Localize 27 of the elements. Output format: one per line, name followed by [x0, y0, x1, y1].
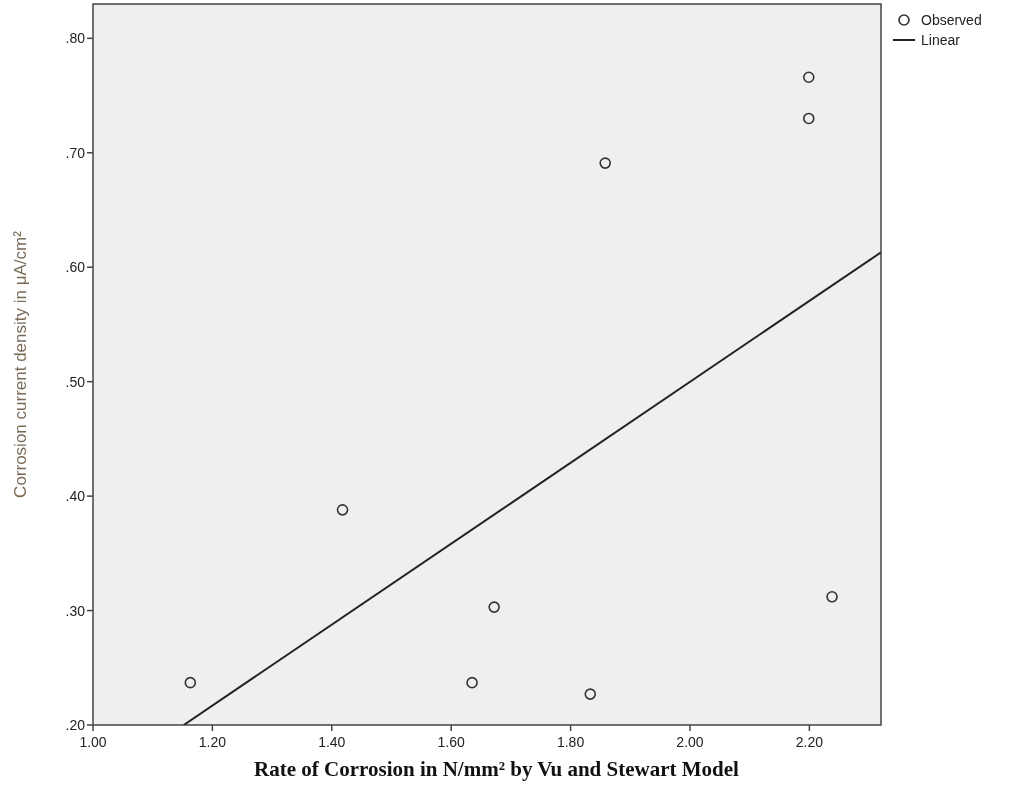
x-tick-label: 1.00 — [79, 734, 107, 750]
x-tick-label: 2.20 — [795, 734, 824, 750]
y-tick-label: .40 — [65, 488, 86, 505]
x-tick-label: 1.60 — [437, 734, 466, 750]
legend-label: Observed — [921, 12, 982, 28]
y-tick-label: .50 — [65, 373, 86, 390]
y-tick-label: .80 — [65, 30, 86, 47]
y-tick-label: .70 — [65, 144, 86, 161]
y-axis-title: Corrosion current density in μA/cm² — [11, 230, 30, 498]
point — [599, 157, 611, 169]
x-tick-label: 1.20 — [198, 734, 227, 750]
point — [466, 676, 478, 689]
y-tick-label: .60 — [65, 259, 86, 276]
y-tick-label: .30 — [65, 602, 86, 619]
x-tick-label: 2.00 — [676, 734, 704, 750]
x-tick-label: 1.80 — [556, 734, 585, 750]
x-axis-title: Rate of Corrosion in N/mm² by Vu and Stewart Model — [254, 757, 740, 781]
point — [336, 504, 349, 516]
legend-label: Linear — [921, 32, 961, 48]
point — [584, 688, 597, 700]
y-tick-label: .20 — [65, 717, 86, 733]
point — [488, 601, 500, 613]
point — [802, 112, 815, 125]
point — [802, 71, 815, 84]
point — [184, 676, 197, 689]
point — [826, 591, 838, 603]
x-tick-label: 1.40 — [318, 734, 346, 750]
